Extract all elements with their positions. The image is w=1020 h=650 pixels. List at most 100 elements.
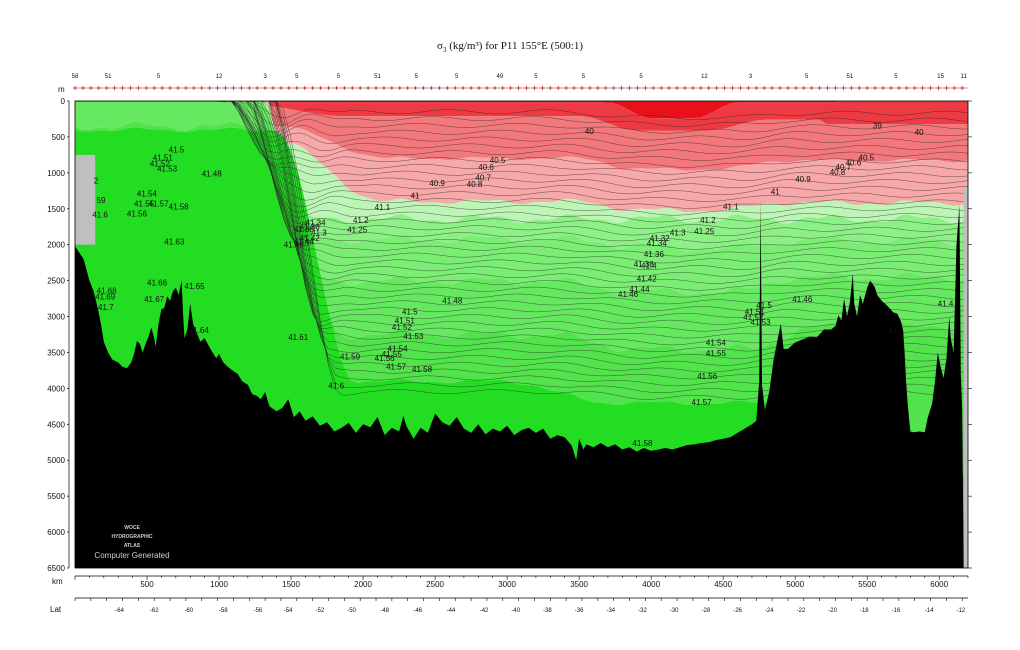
lat-tick-label: -12 [956, 608, 965, 614]
depth-tick-label: 3500 [47, 348, 65, 357]
chart-title: σ3 (kg/m³) for P11 155°E (500:1) [0, 40, 1020, 54]
contour-label: 41.52 [743, 313, 764, 322]
contour-line [75, 101, 968, 120]
contour-label: 40.5 [859, 154, 875, 163]
contour-line [75, 101, 968, 318]
contour-label: 41.68 [97, 287, 118, 296]
depth-tick-label: 1500 [47, 205, 65, 214]
km-tick-label: 1000 [210, 580, 228, 589]
contour-line [75, 101, 968, 202]
station-number: 15 [937, 74, 944, 80]
contour-label: 41.34 [306, 218, 327, 227]
contour-label: 40.9 [429, 179, 445, 188]
station-number: 3 [749, 74, 753, 80]
km-tick-label: 500 [140, 580, 154, 589]
contour-label: 41.65 [185, 282, 206, 291]
contour-label: 41 [889, 326, 898, 335]
contour-label: 41.36 [644, 250, 665, 259]
contour-label: 41.38 [634, 260, 655, 269]
density-band-41.5-41.55 [75, 101, 968, 353]
contour-label: 41.34 [647, 239, 668, 248]
no-data-region [75, 154, 96, 245]
contour-label: 41.5 [169, 146, 185, 155]
station-number: 5 [894, 74, 898, 80]
contour-label: 41.25 [347, 226, 368, 235]
lat-tick-label: -52 [316, 608, 325, 614]
contour-label: 40 [585, 127, 594, 136]
contour-line [75, 101, 968, 311]
contour-label: 41.56 [127, 210, 148, 219]
depth-tick-label: 5000 [47, 456, 65, 465]
contour-label: 41.66 [147, 279, 168, 288]
station-number: 5 [295, 74, 299, 80]
lat-tick-label: -40 [511, 608, 520, 614]
km-unit-label: km [52, 577, 63, 586]
contour-label: 40 [915, 128, 924, 137]
density-band-41.4-41.5 [252, 101, 968, 295]
contour-label: 41.46 [792, 295, 813, 304]
station-number: 58 [72, 74, 79, 80]
depth-tick-label: 2500 [47, 277, 65, 286]
lat-tick-label: -64 [115, 608, 124, 614]
contour-label: 41.56 [375, 354, 396, 363]
contour-line [75, 101, 968, 339]
contour-label: 41.54 [388, 345, 409, 354]
contour-label: 41.48 [442, 297, 463, 306]
density-contour-lines [75, 101, 968, 400]
contour-label: 41.57 [692, 398, 713, 407]
contour-label: 41.2 [700, 216, 716, 225]
contour-label: 41.56 [697, 372, 718, 381]
contour-line [75, 101, 968, 325]
contour-line [75, 101, 968, 284]
contour-line [75, 101, 968, 305]
contour-line [75, 101, 968, 230]
contour-label: 41.52 [392, 323, 413, 332]
contour-label: 41.57 [386, 363, 407, 372]
contour-label: 41 [771, 187, 780, 196]
contour-label: 41.38 [294, 225, 315, 234]
contour-line [75, 101, 968, 257]
contour-label: 41.6 [329, 381, 345, 390]
contour-label: 41.58 [169, 203, 190, 212]
contour-label: 41.42 [637, 274, 658, 283]
whp-watermark: WOCE HYDROGRAPHIC ATLAS Computer Generated [94, 525, 169, 560]
depth-tick-label: 2000 [47, 241, 65, 250]
contour-label: 41.2 [353, 216, 369, 225]
watermark-text: WOCE [124, 525, 140, 531]
contour-label: 41.54 [137, 190, 158, 199]
contour-label: 41.7 [98, 303, 114, 312]
lat-tick-label: -16 [892, 608, 901, 614]
km-tick-label: 1500 [282, 580, 300, 589]
station-number: 11 [961, 74, 968, 80]
contour-label: 41.46 [284, 241, 305, 250]
km-tick-label: 4000 [642, 580, 660, 589]
contour-label: 40.6 [846, 159, 862, 168]
contour-label: 41.58 [632, 439, 653, 448]
contour-label: 41.53 [403, 332, 424, 341]
contour-label: 40.7 [475, 174, 491, 183]
lat-tick-label: -36 [575, 608, 584, 614]
contour-label: 41.1 [375, 203, 391, 212]
lat-tick-label: -24 [765, 608, 774, 614]
station-number: 5 [157, 74, 161, 80]
depth-unit-label: m [58, 85, 65, 94]
lat-tick-label: -42 [480, 608, 489, 614]
contour-line [75, 101, 968, 271]
contour-label: 41.1 [723, 203, 739, 212]
contour-label: 40.8 [830, 168, 846, 177]
contour-label: 41.36 [300, 223, 321, 232]
station-number: 51 [105, 74, 112, 80]
contour-line [75, 101, 968, 196]
contour-label: 40.6 [478, 163, 494, 172]
depth-tick-label: 5500 [47, 492, 65, 501]
contour-label: 41.55 [382, 350, 403, 359]
contour-line [75, 101, 968, 236]
title-rest: (kg/m³) for P11 155°E (500:1) [446, 40, 583, 52]
contour-label: 2 [94, 177, 99, 186]
station-number: 5 [415, 74, 419, 80]
km-tick-label: 5500 [858, 580, 876, 589]
station-number: 5 [455, 74, 459, 80]
km-tick-label: 4500 [714, 580, 732, 589]
contour-line [75, 101, 968, 189]
contour-line [75, 101, 968, 332]
